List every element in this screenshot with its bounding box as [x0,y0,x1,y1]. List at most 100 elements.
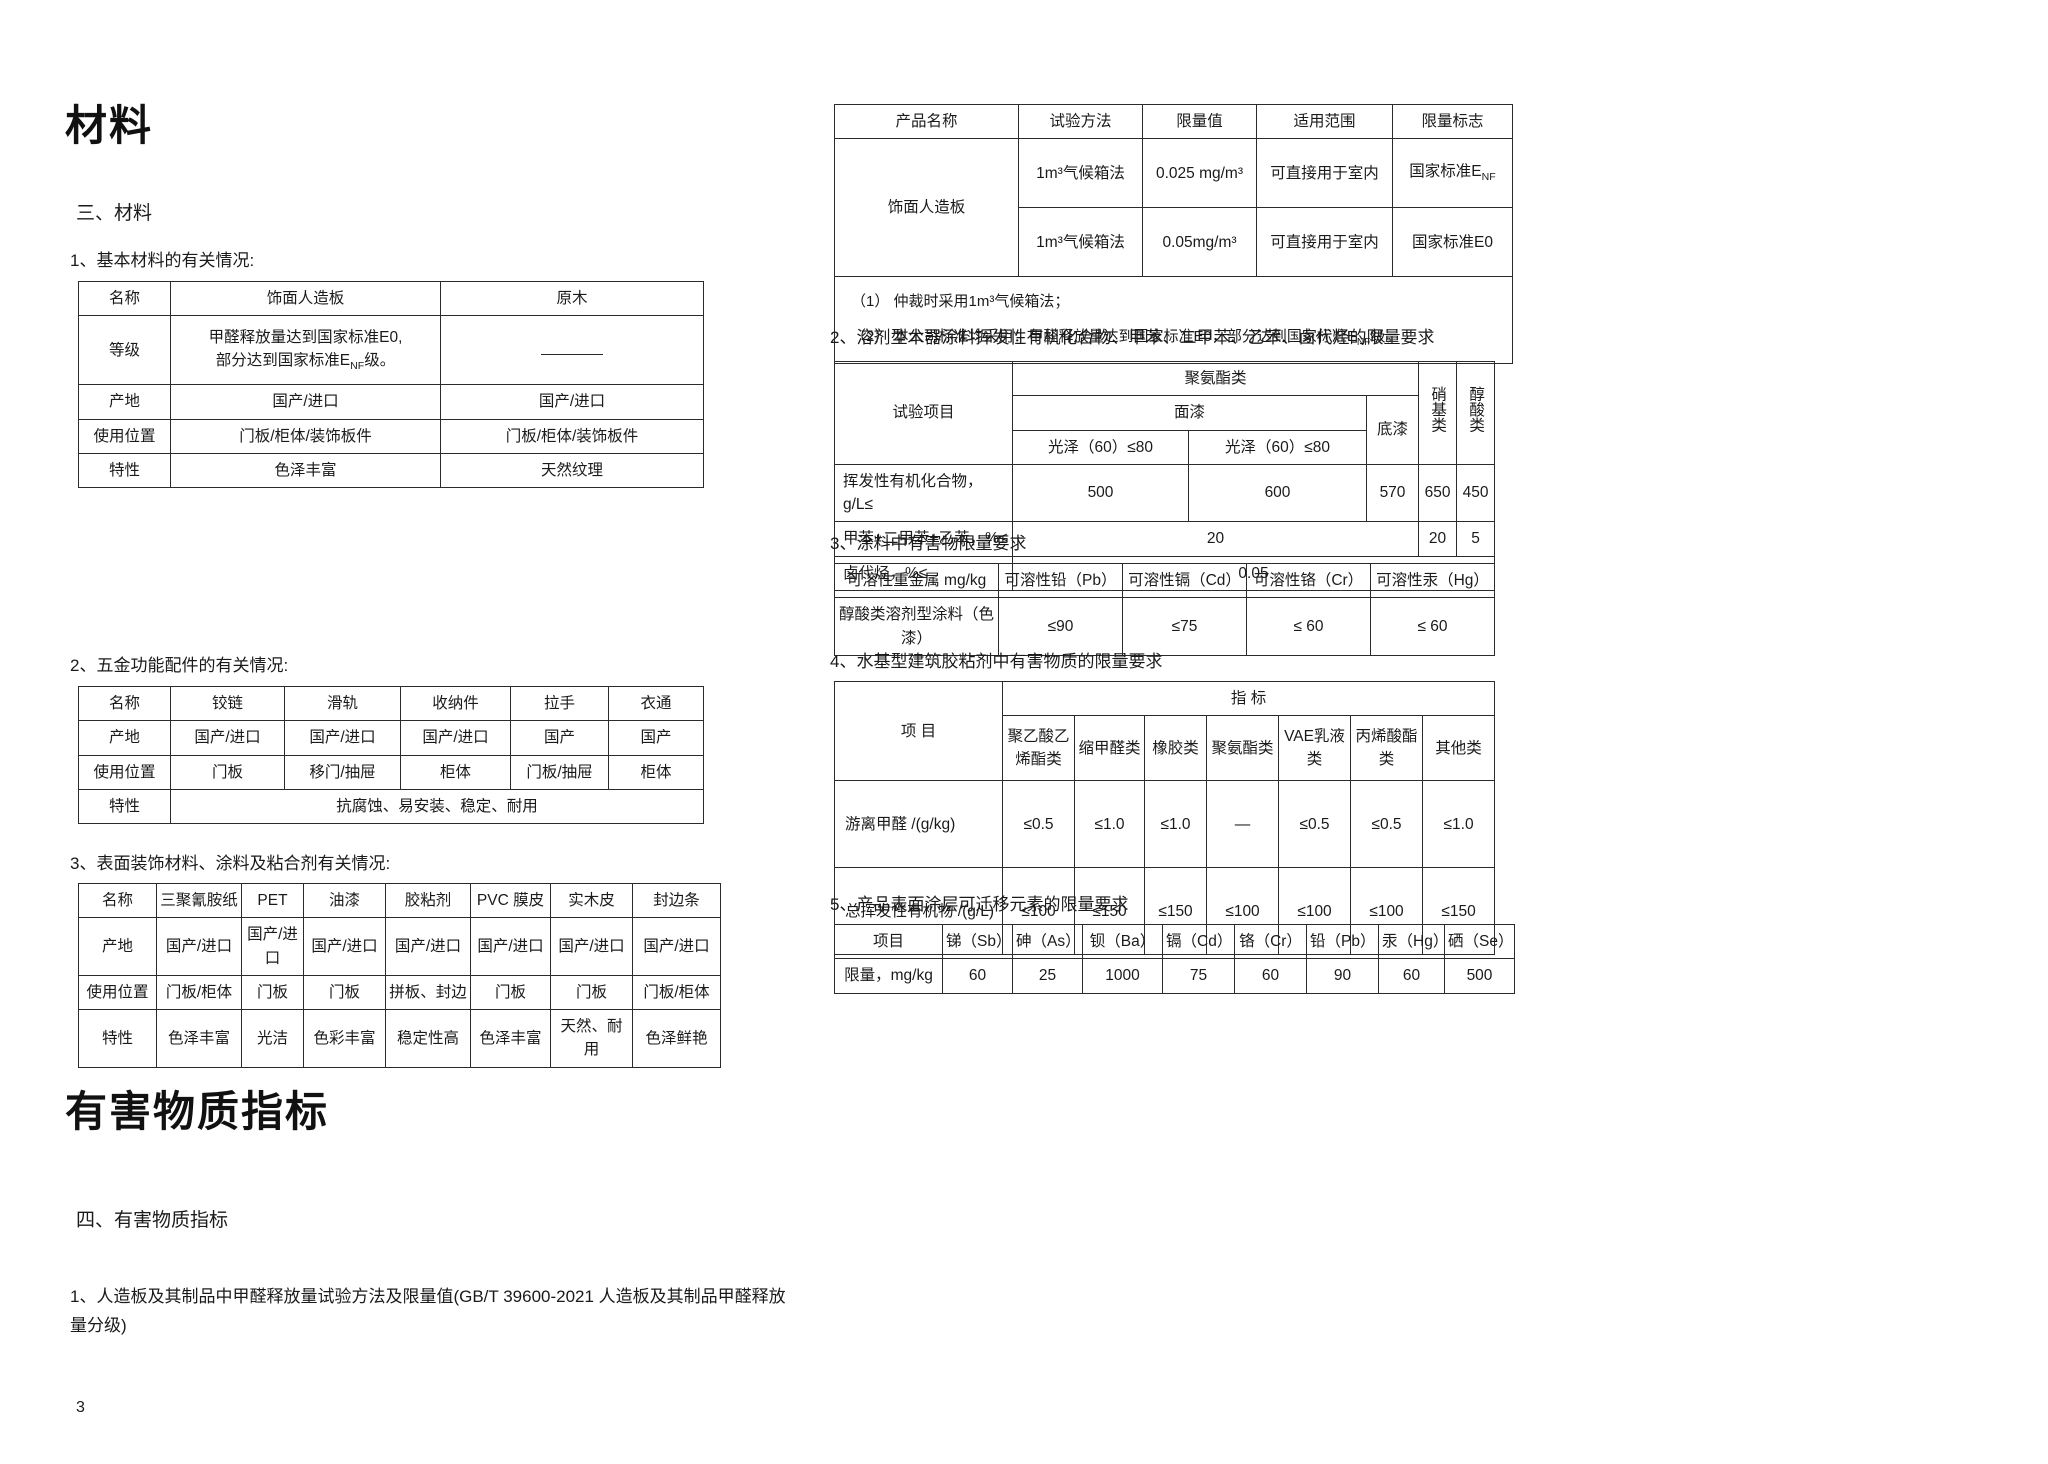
cell-header: 三聚氰胺纸 [156,882,242,919]
cell-value: 门板 [470,974,551,1011]
cell-label: 特性 [78,788,171,825]
cell-header: 汞（Hg） [1378,923,1448,960]
cell-label: 产地 [78,384,171,420]
cell-header: 铬（Cr） [1234,923,1307,960]
table-header-row: 名称 三聚氰胺纸 PET 油漆 胶粘剂 PVC 膜皮 实木皮 封边条 [78,882,721,919]
cell-value: 国产/进口 [241,917,304,976]
table-hardware: 名称 铰链 滑轨 收纳件 拉手 衣通 产地 国产/进口 国产/进口 国产/进口 … [78,685,704,825]
cell-label: 特性 [78,452,171,489]
cell-mark: 国家标准E0 [1392,207,1513,278]
cell-header: 锑（Sb） [942,923,1013,960]
cell-value: 国产/进口 [303,917,386,976]
cell-value: ≤90 [998,597,1123,656]
nitro-label: 硝基类 [1429,386,1447,433]
cell-value: 柜体 [400,754,511,790]
cell-value: ≤1.0 [1421,780,1496,869]
cell-header: 聚乙酸乙烯酯类 [1002,715,1075,782]
cell-value: 拼板、封边 [385,974,471,1011]
cell-value: 国产/进口 [400,720,511,756]
left-page: 材料 三、材料 1、基本材料的有关情况: 名称 饰面人造板 原木 等级 甲醛释放… [65,102,786,1416]
cell-value: 国产/进口 [156,917,242,976]
cell-value: 移门/抽屉 [284,754,401,790]
cell-scope: 可直接用于室内 [1256,207,1393,278]
cell-value: 门板 [241,974,304,1011]
cell-value: 色泽鲜艳 [632,1009,721,1068]
table-row: 产地 国产/进口 国产/进口 [78,384,704,420]
cell-value: 国产/进口 [632,917,721,976]
table-row: 特性 色泽丰富 天然纹理 [78,452,704,489]
cell-header: 试验方法 [1018,103,1143,140]
cell-header: 可溶性汞（Hg） [1370,562,1495,599]
table-notes-row: （1） 仲裁时采用1m³气候箱法； （2） 本公司标准均采用：甲醛释放量达到国家… [834,276,1513,365]
cell-value: 门板 [303,974,386,1011]
right-page: 产品名称 试验方法 限量值 适用范围 限量标志 饰面人造板 1m³气候箱法 0.… [830,0,2048,1464]
note-2: （2） 本公司标准均采用：甲醛释放量达到国家标准E0，部分达到国家标准ENF级。 [851,327,1401,348]
cell-value: 60 [1234,958,1307,994]
note-1: （1） 仲裁时采用1m³气候箱法； [851,293,1070,311]
cell-header: PET [241,882,304,919]
table-formaldehyde-limits: 产品名称 试验方法 限量值 适用范围 限量标志 饰面人造板 1m³气候箱法 0.… [834,103,1513,365]
cell-value: 国产/进口 [440,384,704,420]
cell-value: 60 [1378,958,1445,994]
table-coating-heavy-metals: 可溶性重金属 mg/kg 可溶性铅（Pb） 可溶性镉（Cd） 可溶性铬（Cr） … [834,562,1495,656]
table-migratable-elements: 项目 锑（Sb） 砷（As） 钡（Ba） 镉（Cd） 铬（Cr） 铅（Pb） 汞… [834,923,1515,994]
cell-header: 丙烯酸酯类 [1350,715,1423,782]
cell-header: 橡胶类 [1144,715,1207,782]
cell-header: PVC 膜皮 [470,882,551,919]
cell-header: VAE乳液类 [1278,715,1351,782]
cell-header-gloss1: 光泽（60）≤80 [1012,429,1189,465]
subheading-solvent-coating: 2、溶剂型木器涂料挥发性有机化合物、甲苯、二甲苯、乙苯、卤代烃的限量要求 [830,328,1435,347]
table-row: 等级 甲醛释放量达到国家标准E0, 部分达到国家标准ENF级。 [78,315,704,386]
table-row: 甲苯+二甲苯+乙苯，%≤ 20 20 5 [834,521,1496,557]
cell-label: 限量，mg/kg [834,958,943,994]
cell-header-alkyd: 醇酸类 [1456,361,1496,465]
cell-value: 国产/进口 [470,917,551,976]
cell-header: 硒（Se） [1444,923,1515,960]
cell-limit: 0.05mg/m³ [1142,207,1257,278]
cell-value: 25 [1012,958,1083,994]
cell-value: 650 [1418,463,1458,523]
cell-value: 饰面人造板 [170,280,441,317]
cell-header-topcoat: 面漆 [1012,395,1367,431]
cell-value: 60 [942,958,1013,994]
cell-value: 色彩丰富 [303,1009,386,1068]
cell-header: 衣通 [608,685,704,722]
grade-line-2: 部分达到国家标准ENF级。 [215,351,396,373]
cell-header: 可溶性铬（Cr） [1246,562,1371,599]
alkyd-label: 醇酸类 [1467,386,1485,433]
cell-label: 醇酸类溶剂型涂料（色漆） [834,597,999,656]
cell-header: 实木皮 [550,882,633,919]
cell-header: 可溶性重金属 mg/kg [834,562,999,599]
cell-value: ≤0.5 [1278,780,1351,869]
cell-method: 1m³气候箱法 [1018,138,1143,209]
cell-header: 镉（Cd） [1162,923,1235,960]
paragraph-line-1: 1、人造板及其制品中甲醛释放量试验方法及限量值(GB/T 39600-2021 … [70,1287,786,1306]
cell-header-item: 项 目 [834,680,1003,782]
cell-value: 国产/进口 [170,720,285,756]
cell-value: 国产/进口 [284,720,401,756]
cell-label: 产地 [78,720,171,756]
cell-value: 国产 [608,720,704,756]
subheading-surface-materials: 3、表面装饰材料、涂料及粘合剂有关情况: [70,854,391,873]
cell-value: 国产/进口 [170,384,441,420]
section-heading-material: 三、材料 [76,203,153,224]
cell-value: 色泽丰富 [470,1009,551,1068]
cell-product-name: 饰面人造板 [834,138,1019,278]
table-row: 使用位置 门板/柜体 门板 门板 拼板、封边 门板 门板 门板/柜体 [78,974,721,1011]
table-header-row: 试验项目 聚氨酯类 硝基类 醇酸类 [834,360,1496,465]
table-row: 名称 饰面人造板 原木 [78,280,704,317]
cell-header: 油漆 [303,882,386,919]
page-title-material: 材料 [65,102,154,149]
cell-header-nitro: 硝基类 [1418,361,1458,465]
cell-value: 450 [1456,463,1496,523]
cell-header: 适用范围 [1256,103,1393,140]
table-row: 使用位置 门板 移门/抽屉 柜体 门板/抽屉 柜体 [78,754,704,790]
cell-value-dash [440,315,704,386]
cell-label: 使用位置 [78,974,157,1011]
table-surface-materials: 名称 三聚氰胺纸 PET 油漆 胶粘剂 PVC 膜皮 实木皮 封边条 产地 国产… [78,882,721,1068]
cell-value: 国产/进口 [550,917,633,976]
cell-value: 光洁 [241,1009,304,1068]
page-number-left: 3 [76,1399,85,1416]
section-heading-harmful: 四、有害物质指标 [76,1210,229,1231]
cell-value: 国产 [510,720,609,756]
